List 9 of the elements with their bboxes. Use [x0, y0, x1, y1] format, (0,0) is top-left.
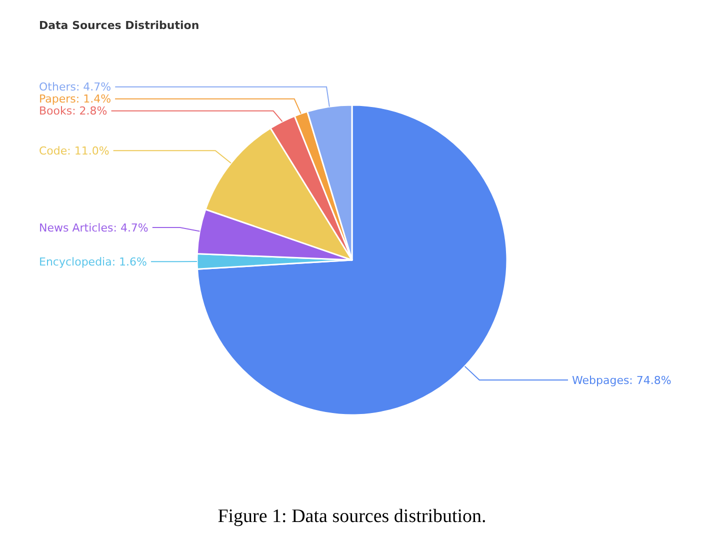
- slice-label: Others: 4.7%: [39, 80, 112, 94]
- slice-label: News Articles: 4.7%: [39, 221, 148, 234]
- caption: Figure 1: Data sources distribution.: [218, 506, 486, 527]
- chart-title: Data Sources Distribution: [39, 19, 200, 32]
- slice-label: Books: 2.8%: [39, 104, 108, 118]
- slice-label: Webpages: 74.8%: [572, 374, 672, 387]
- slice-label: Code: 11.0%: [39, 144, 110, 158]
- slice-label: Encyclopedia: 1.6%: [39, 255, 147, 268]
- slice-label: Papers: 1.4%: [39, 92, 112, 106]
